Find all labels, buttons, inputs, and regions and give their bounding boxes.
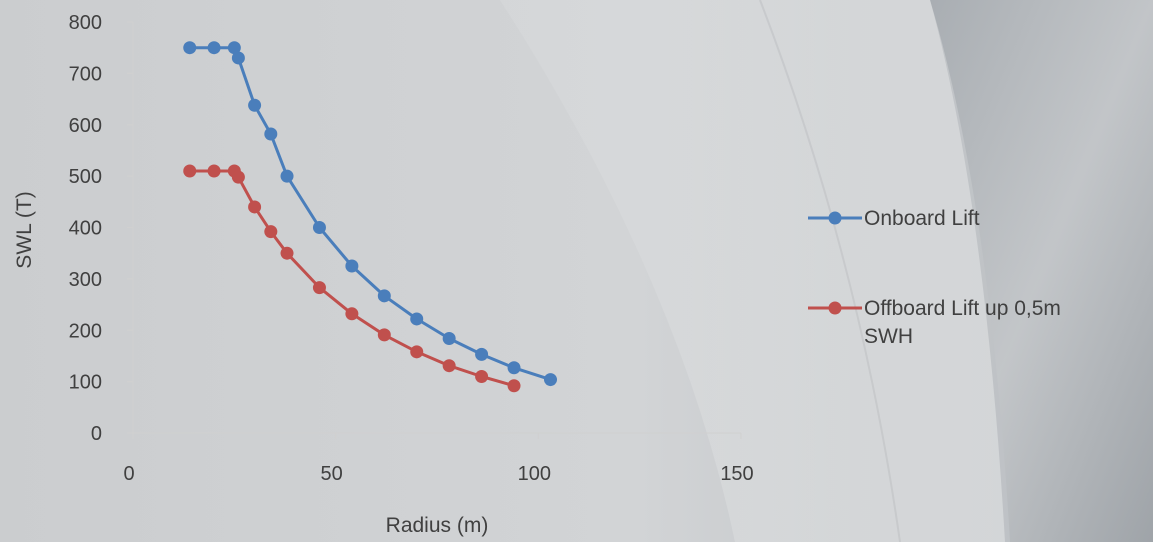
data-point [264,127,278,141]
x-axis: 0 50 100 150 [123,432,754,485]
series-1 [183,41,557,387]
data-point [410,312,424,326]
data-point [231,170,245,184]
y-tick-label: 100 [69,372,102,394]
data-point [312,281,326,295]
data-point [227,41,241,55]
y-tick-label: 300 [69,269,102,291]
data-point [475,369,489,383]
data-point [377,328,391,342]
legend-marker [828,211,842,225]
x-tick-label: 50 [321,463,343,485]
data-point [507,379,521,393]
legend-label: Offboard Lift up 0,5m SWH [864,297,1061,348]
data-point [207,164,221,178]
data-point [507,361,521,375]
y-tick-label: 500 [69,166,102,188]
x-tick-label: 150 [720,463,753,485]
data-point [543,373,557,387]
data-point [248,98,262,112]
legend: Onboard Lift Offboard Lift up 0,5m SWH [808,207,1061,348]
y-tick-label: 0 [91,423,102,445]
data-point [345,307,359,321]
legend-marker [828,301,842,315]
legend-label: Onboard Lift [864,207,980,230]
series-line [189,46,551,382]
series-2 [183,164,521,393]
data-point [280,169,294,183]
x-tick-label: 0 [123,463,134,485]
data-point [183,41,197,55]
legend-entry: Onboard Lift [808,207,980,230]
series-line [189,169,515,388]
legend-entry: Offboard Lift up 0,5m SWH [808,297,1061,348]
data-point [410,345,424,359]
y-tick-label: 200 [69,320,102,342]
series-layer [183,41,557,393]
data-point [183,164,197,178]
data-point [442,359,456,373]
y-tick-label: 800 [69,12,102,34]
data-point [475,347,489,361]
data-point [248,200,262,214]
x-axis-title: Radius (m) [386,514,489,537]
data-point [207,41,221,55]
data-point [231,51,245,65]
data-point [442,331,456,345]
y-tick-label: 600 [69,115,102,137]
data-point [377,289,391,303]
y-tick-label: 400 [69,218,102,240]
data-point [312,221,326,234]
y-tick-label: 700 [69,63,102,85]
y-axis: 0 100 200 300 400 500 600 700 800 [69,12,134,445]
data-point [264,225,278,239]
data-point [280,246,294,260]
data-point [345,259,359,273]
x-tick-label: 100 [518,463,551,485]
y-axis-title: SWL (T) [13,191,36,268]
